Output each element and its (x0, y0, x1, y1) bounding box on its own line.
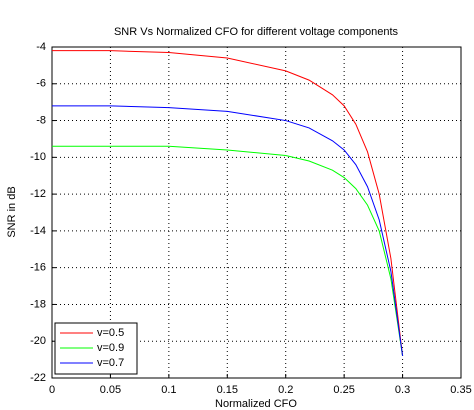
x-tick-label: 0.2 (278, 384, 293, 396)
line (52, 50, 404, 356)
y-tick-label: -14 (30, 225, 46, 237)
x-tick-label: 0 (49, 384, 55, 396)
y-tick-label: -8 (36, 114, 46, 126)
line (52, 105, 404, 357)
x-tick-label: 0.3 (395, 384, 410, 396)
y-axis-label: SNR in dB (6, 186, 18, 237)
x-tick-label: 0.15 (217, 384, 238, 396)
y-tick-label: -18 (30, 298, 46, 310)
x-tick-label: 0.1 (161, 384, 176, 396)
y-tick-label: -20 (30, 335, 46, 347)
x-tick-label: 0.35 (450, 384, 471, 396)
plot-frame (51, 46, 462, 379)
y-tick-label: -16 (30, 262, 46, 274)
y-tick-label: -12 (30, 188, 46, 200)
x-axis-label: Normalized CFO (215, 398, 297, 410)
y-tick-label: -6 (36, 78, 46, 90)
legend-label: v=0.9 (97, 342, 124, 354)
line (52, 145, 404, 357)
x-tick-label: 0.25 (333, 384, 354, 396)
legend: v=0.5 v=0.9 v=0.7 (54, 322, 138, 375)
legend-label: v=0.5 (97, 327, 124, 339)
legend-box (54, 322, 138, 375)
legend-label: v=0.7 (97, 357, 124, 369)
y-tick-label: -4 (36, 41, 46, 53)
x-tick-label: 0.05 (100, 384, 121, 396)
chart-title: SNR Vs Normalized CFO for different volt… (114, 26, 399, 38)
y-tick-label: -22 (30, 372, 46, 384)
y-tick-label: -10 (30, 151, 46, 163)
